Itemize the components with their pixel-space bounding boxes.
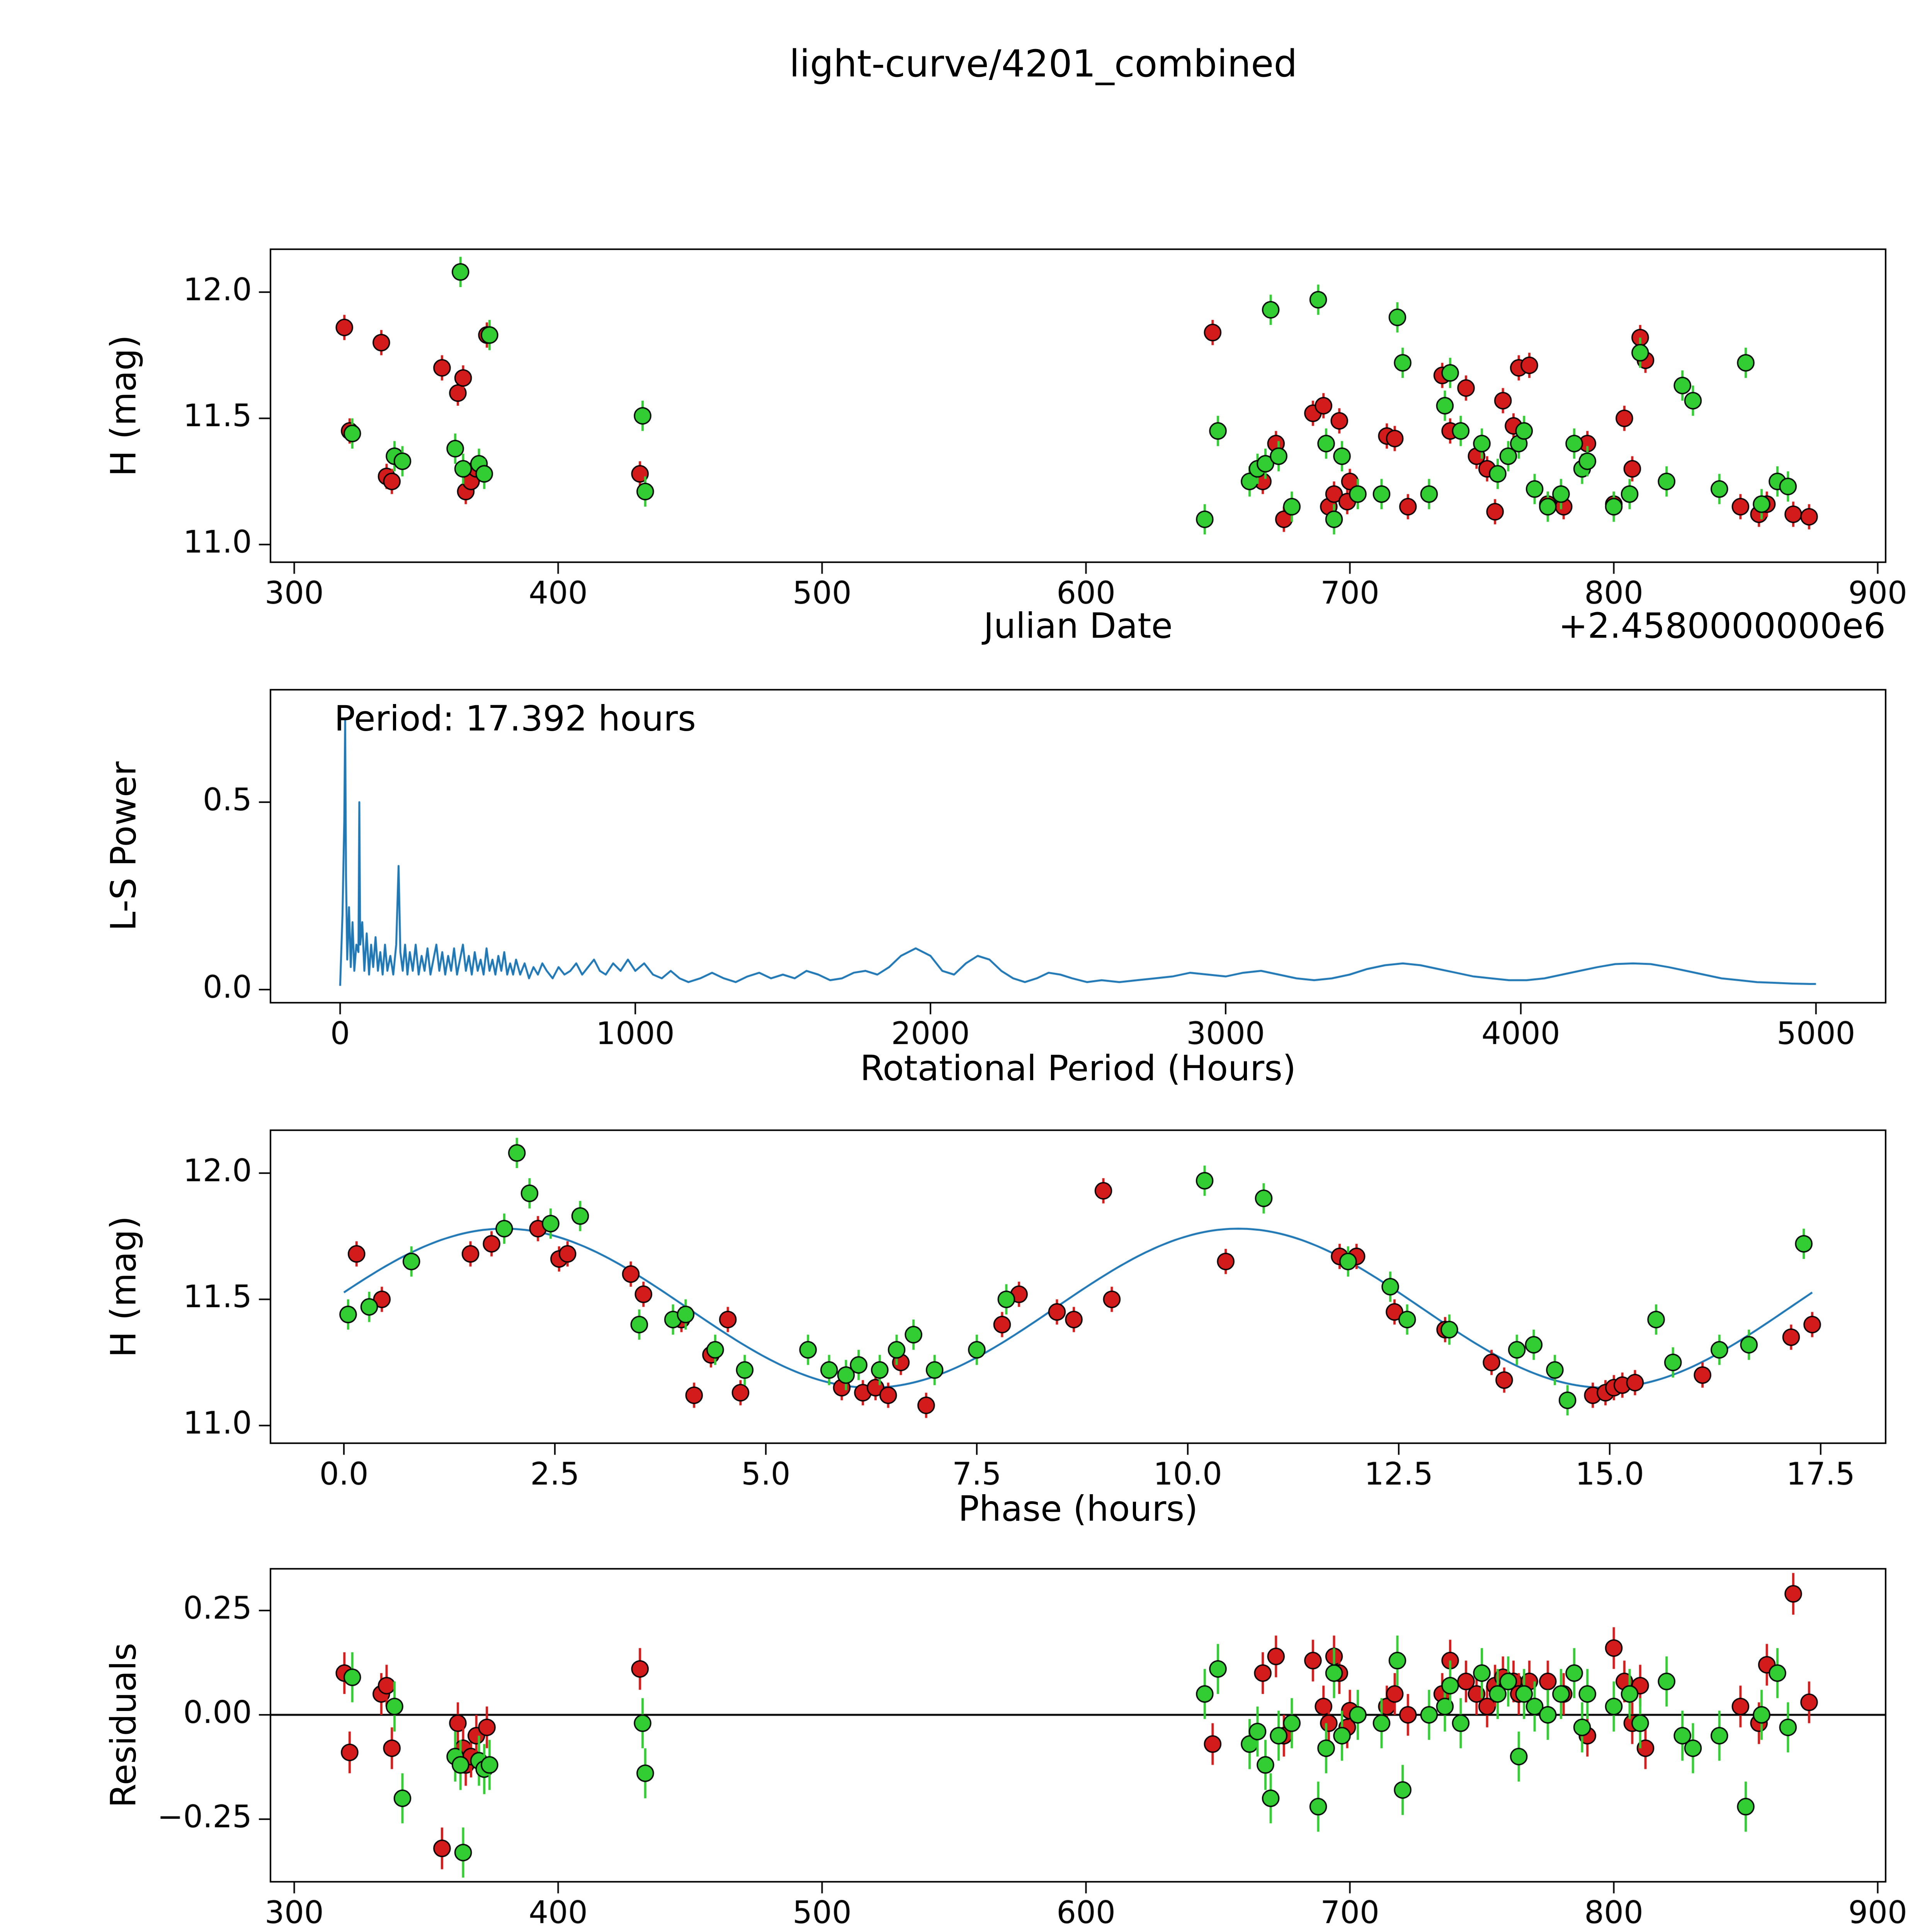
residuals-y-axis-label: Residuals (103, 1643, 144, 1808)
period-annotation: Period: 17.392 hours (334, 698, 696, 739)
periodogram-x-axis-label: Rotational Period (Hours) (860, 1048, 1296, 1089)
residuals-x-axis-label: Julian Date (983, 1927, 1173, 1932)
lightcurve-x-axis-label: Julian Date (983, 605, 1173, 646)
lightcurve-x-offset-text: +2.4580000000e6 (1558, 605, 1886, 646)
figure-title: light-curve/4201_combined (789, 42, 1298, 85)
residuals-x-offset-text: +2.4580000000e6 (1558, 1927, 1886, 1932)
phase-x-axis-label: Phase (hours) (958, 1488, 1198, 1529)
periodogram-y-axis-label: L-S Power (103, 761, 144, 931)
lightcurve-y-axis-label: H (mag) (103, 335, 144, 477)
phase-y-axis-label: H (mag) (103, 1216, 144, 1358)
